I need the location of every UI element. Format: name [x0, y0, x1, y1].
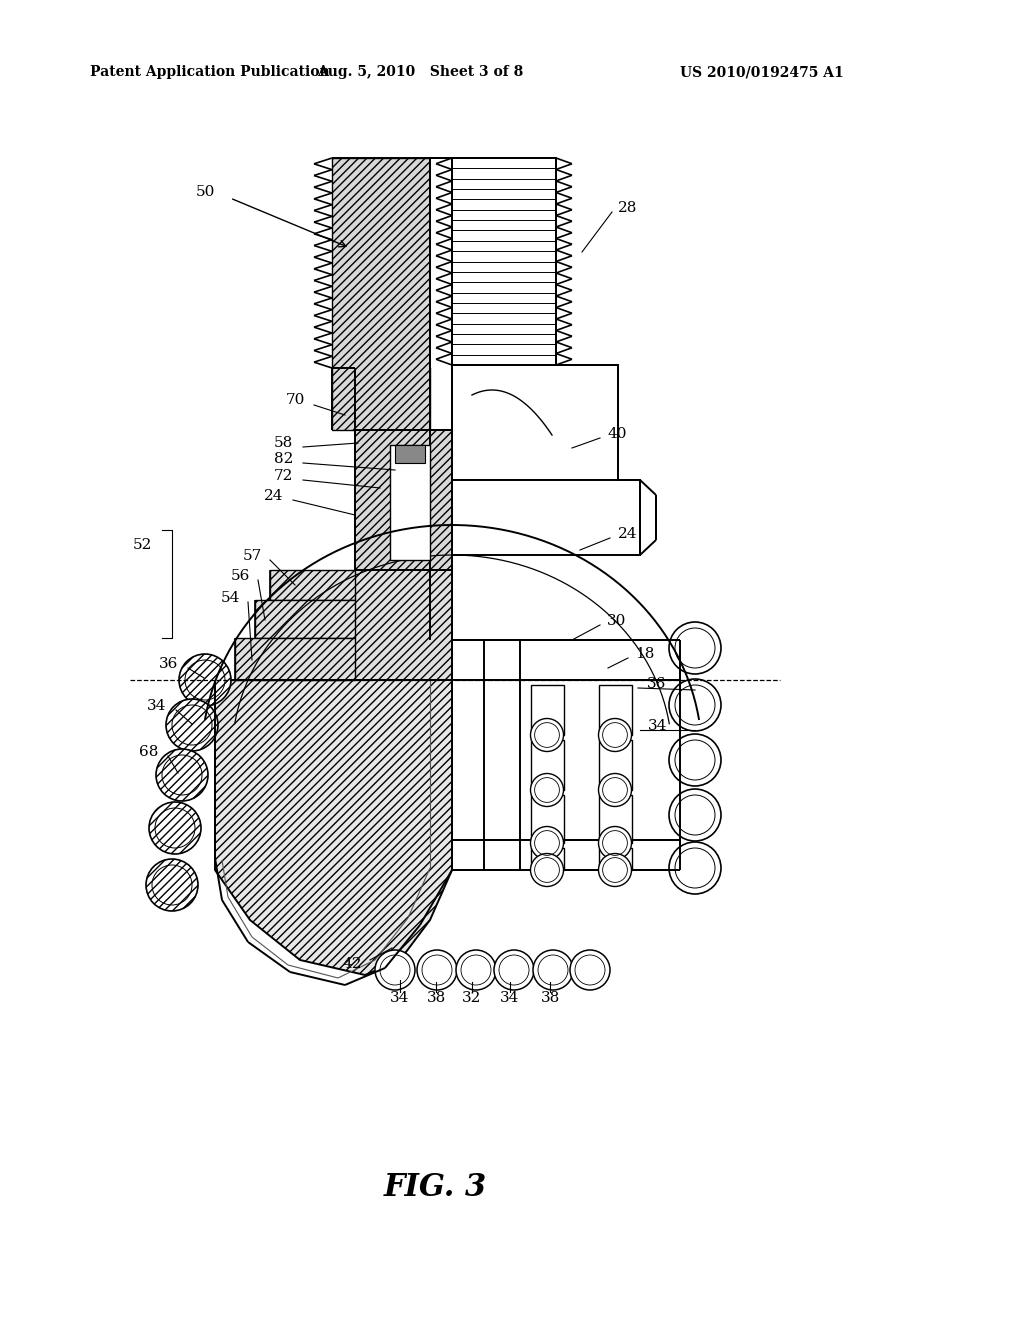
Polygon shape: [390, 445, 430, 560]
Text: 30: 30: [607, 614, 627, 628]
Polygon shape: [452, 158, 556, 366]
Text: 40: 40: [608, 426, 628, 441]
Polygon shape: [530, 685, 563, 735]
Polygon shape: [598, 685, 632, 735]
Text: 28: 28: [618, 201, 637, 215]
Text: 54: 54: [220, 591, 240, 605]
Polygon shape: [452, 480, 640, 554]
Text: FIG. 3: FIG. 3: [383, 1172, 486, 1204]
Polygon shape: [598, 741, 632, 789]
Text: Patent Application Publication: Patent Application Publication: [90, 65, 330, 79]
Polygon shape: [430, 158, 434, 368]
Circle shape: [179, 653, 231, 706]
Text: 34: 34: [501, 991, 520, 1005]
Circle shape: [166, 700, 218, 751]
Polygon shape: [530, 847, 563, 870]
Polygon shape: [530, 741, 563, 789]
Polygon shape: [215, 680, 452, 975]
Polygon shape: [598, 795, 632, 843]
Polygon shape: [332, 158, 430, 430]
Circle shape: [669, 622, 721, 675]
Circle shape: [375, 950, 415, 990]
Text: 82: 82: [273, 451, 293, 466]
Circle shape: [669, 734, 721, 785]
Text: 34: 34: [648, 719, 668, 733]
Text: US 2010/0192475 A1: US 2010/0192475 A1: [680, 65, 844, 79]
Circle shape: [534, 950, 573, 990]
Text: 42: 42: [342, 957, 362, 972]
Text: 72: 72: [273, 469, 293, 483]
Text: 34: 34: [146, 700, 166, 713]
Text: 52: 52: [133, 539, 152, 552]
Polygon shape: [530, 795, 563, 843]
Circle shape: [598, 826, 632, 859]
Circle shape: [598, 774, 632, 807]
Circle shape: [530, 774, 563, 807]
Text: 68: 68: [138, 744, 158, 759]
Text: 18: 18: [635, 647, 654, 661]
Text: 38: 38: [541, 991, 560, 1005]
Polygon shape: [395, 445, 425, 463]
Circle shape: [570, 950, 610, 990]
Text: 24: 24: [618, 527, 638, 541]
Text: 58: 58: [273, 436, 293, 450]
Polygon shape: [452, 366, 618, 480]
Circle shape: [150, 803, 201, 854]
Text: 70: 70: [286, 393, 305, 407]
Circle shape: [156, 748, 208, 801]
Text: 38: 38: [426, 991, 445, 1005]
Polygon shape: [598, 847, 632, 870]
Polygon shape: [270, 570, 355, 601]
Polygon shape: [255, 601, 355, 638]
Polygon shape: [452, 640, 590, 660]
Text: 32: 32: [462, 991, 481, 1005]
Polygon shape: [270, 570, 452, 680]
Circle shape: [494, 950, 534, 990]
Circle shape: [530, 854, 563, 887]
Text: 34: 34: [390, 991, 410, 1005]
Circle shape: [146, 859, 198, 911]
Text: 36: 36: [159, 657, 178, 671]
Circle shape: [456, 950, 496, 990]
Circle shape: [530, 718, 563, 751]
Circle shape: [530, 826, 563, 859]
Polygon shape: [452, 640, 680, 680]
Circle shape: [598, 854, 632, 887]
Circle shape: [598, 718, 632, 751]
Text: 24: 24: [263, 488, 283, 503]
Circle shape: [417, 950, 457, 990]
Circle shape: [669, 842, 721, 894]
Circle shape: [669, 678, 721, 731]
Polygon shape: [355, 430, 452, 570]
Text: 50: 50: [196, 185, 215, 199]
Polygon shape: [452, 840, 680, 870]
Polygon shape: [234, 638, 355, 680]
Text: 57: 57: [243, 549, 262, 564]
Text: 36: 36: [647, 677, 667, 690]
Text: 56: 56: [230, 569, 250, 583]
Circle shape: [669, 789, 721, 841]
Text: Aug. 5, 2010   Sheet 3 of 8: Aug. 5, 2010 Sheet 3 of 8: [316, 65, 523, 79]
